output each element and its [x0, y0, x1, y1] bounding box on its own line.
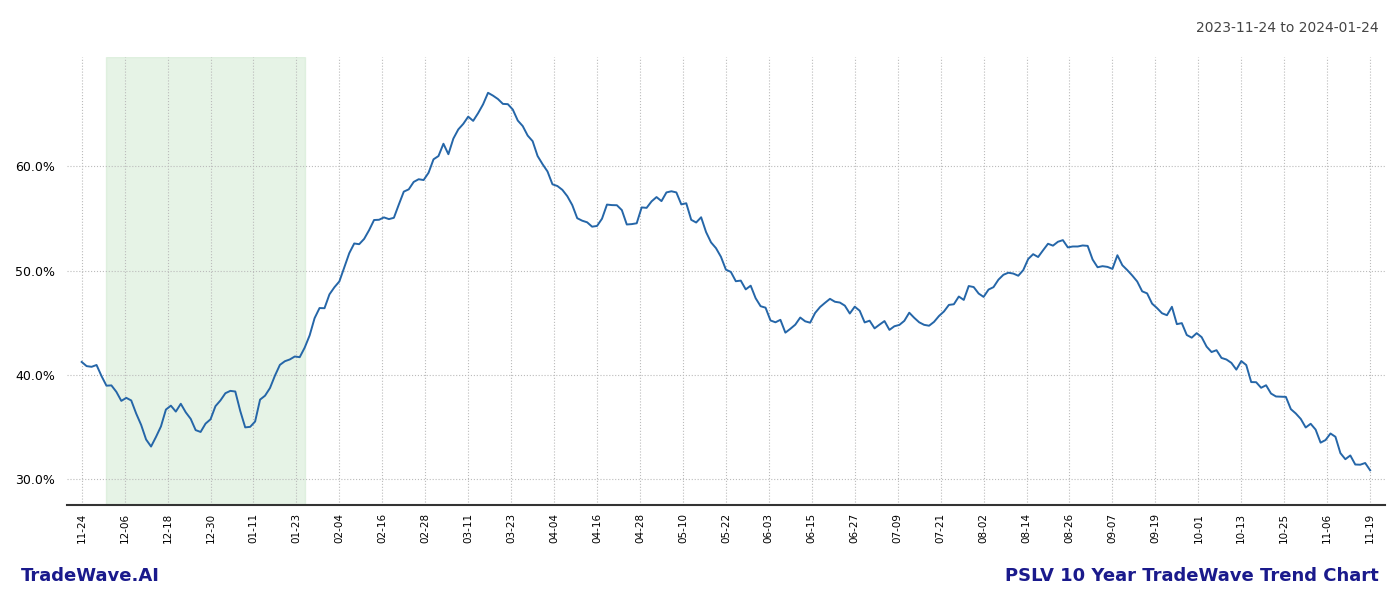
Text: 2023-11-24 to 2024-01-24: 2023-11-24 to 2024-01-24 [1197, 21, 1379, 35]
Bar [106, 57, 305, 505]
Text: TradeWave.AI: TradeWave.AI [21, 567, 160, 585]
Text: PSLV 10 Year TradeWave Trend Chart: PSLV 10 Year TradeWave Trend Chart [1005, 567, 1379, 585]
